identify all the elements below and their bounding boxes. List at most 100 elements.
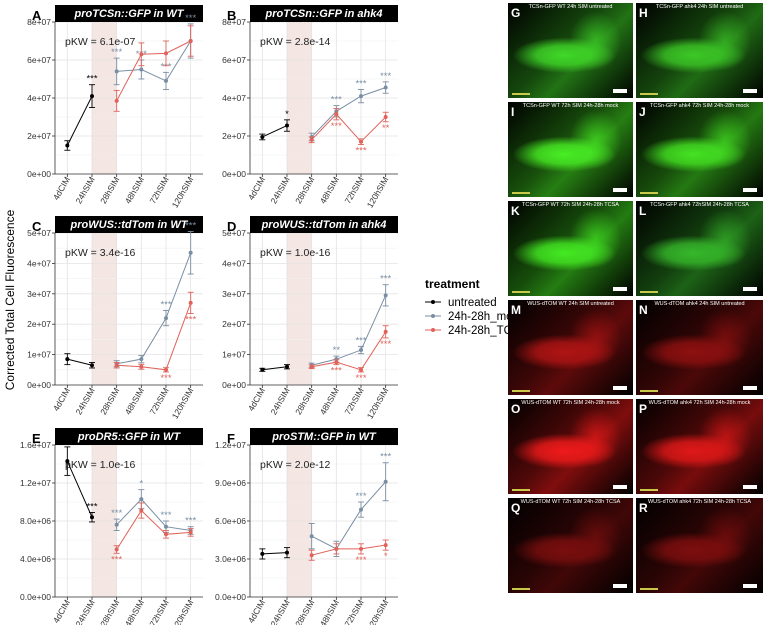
series-line-24h-28h-mock [116, 498, 191, 531]
series-24h-28h-mock: *** *** [113, 220, 197, 368]
significance-label: *** [111, 47, 122, 58]
significance-label: *** [111, 554, 122, 565]
magnification-mark [640, 390, 658, 392]
series-untreated: * [259, 109, 290, 141]
micrograph-letter: L [639, 204, 647, 218]
data-point [114, 69, 119, 74]
data-point [359, 546, 363, 551]
y-tick-label: 6.0e+06 [215, 516, 246, 526]
x-tick-label: 28hSIM [98, 386, 121, 416]
y-tick-label: 4e+07 [27, 258, 51, 268]
y-tick-label: 3.0e+06 [215, 554, 246, 564]
pkw-label: pKW = 6.1e-07 [65, 36, 135, 48]
chart-panel-c: 0e+00 1e+07 2e+07 3e+07 4e+07 5e+07 4dCIM 24hSI… [27, 216, 203, 420]
x-tick-label: 72hSIM [342, 598, 365, 625]
scale-bar [743, 386, 757, 390]
data-point [260, 134, 265, 139]
data-point [164, 51, 168, 56]
scale-bar [743, 584, 757, 588]
magnification-mark [512, 489, 530, 491]
micrograph-p: WUS-dTOM ahk4 72h SIM 24h-28h mock P [636, 399, 763, 494]
data-point [334, 360, 339, 365]
magnification-mark [512, 291, 530, 293]
scale-bar [613, 485, 627, 489]
significance-label: *** [86, 501, 97, 512]
micrograph-letter: N [639, 303, 648, 317]
data-point [139, 508, 144, 513]
x-tick-label: 4dCIM [51, 175, 72, 202]
y-tick-label: 4e+07 [222, 93, 246, 103]
series-untreated: *** [64, 446, 98, 523]
data-point [139, 67, 144, 72]
data-point [139, 357, 144, 362]
y-tick-label: 5e+07 [222, 228, 246, 238]
data-point [383, 85, 388, 90]
panel-letter: E [32, 431, 41, 446]
micrograph-m: WUS-dTOM WT 24h SIM untreated M [508, 300, 633, 395]
series-line-untreated [262, 552, 288, 555]
significance-label: *** [380, 71, 391, 82]
panel-title-strip [55, 428, 203, 445]
pkw-label: pKW = 2.0e-12 [260, 459, 330, 471]
y-tick-label: 4.0e+06 [20, 554, 51, 564]
micrograph-caption: TCSn-GFP ahk4 72hSIM 24h-28h TCSA [650, 202, 749, 208]
x-tick-label: 24hSIM [73, 175, 96, 205]
data-point [65, 143, 70, 148]
chart-panel-f: 0.0e+00 3.0e+06 6.0e+06 9.0e+06 1.2e+07 4dCIM… [215, 428, 398, 625]
significance-label: *** [185, 220, 196, 231]
series-line-untreated [66, 460, 93, 518]
x-tick-label: 4dCIM [246, 386, 267, 413]
significance-label: ** [333, 345, 341, 356]
significance-label: *** [380, 452, 391, 463]
x-tick-label: 120hSIM [170, 175, 196, 209]
y-axis-title: Corrected Total Cell Fluorescence [3, 209, 17, 390]
data-point [188, 39, 193, 43]
series-line-24h-28h-mock [311, 87, 386, 138]
series-line-24h-28h-tcsa [311, 331, 387, 371]
series-24h-28h-tcsa: *** [111, 502, 194, 565]
x-tick-label: 4dCIM [51, 598, 72, 625]
micrograph-letter: I [511, 105, 515, 119]
legend-title: treatment [425, 277, 480, 291]
panel-letter: F [227, 431, 235, 446]
micrograph-o: WUS-dTOM WT 72h SIM 24h-28h mock O [508, 399, 633, 494]
x-tick-label: 28hSIM [293, 598, 316, 625]
y-tick-label: 0.0e+00 [215, 592, 246, 602]
significance-label: *** [355, 146, 366, 157]
data-point [359, 507, 363, 512]
series-untreated [64, 353, 95, 369]
x-tick-label: 120hSIM [170, 386, 196, 420]
significance-label: *** [355, 373, 366, 384]
y-tick-label: 9.0e+06 [215, 478, 246, 488]
significance-label: *** [331, 121, 342, 132]
pkw-label: pKW = 1.0e-16 [260, 247, 330, 259]
data-point [285, 364, 289, 369]
y-tick-label: 8e+07 [27, 17, 51, 27]
series-line-24h-28h-tcsa [311, 113, 387, 143]
data-point [359, 348, 363, 353]
micrograph-caption: WUS-dTOM ahk4 72h SIM 24h-28h mock [648, 400, 751, 406]
x-tick-label: 48hSIM [123, 598, 146, 625]
y-tick-label: 3e+07 [222, 289, 246, 299]
y-tick-label: 0e+00 [27, 169, 51, 179]
y-tick-label: 8e+07 [222, 17, 246, 27]
micrograph-j: TCSn-GFP ahk4 72h SIM 24h-28h mock J [636, 102, 763, 197]
pkw-label: pKW = 2.8e-14 [260, 36, 330, 48]
data-point [309, 364, 314, 369]
panel-title: proTCSn::GFP in ahk4 [265, 8, 383, 20]
legend-entry-tcsa: 24h-28h_TCSA [425, 325, 528, 337]
data-point [285, 123, 289, 128]
panel-letter: D [227, 219, 236, 234]
data-point [139, 497, 144, 502]
y-tick-label: 6e+07 [222, 55, 246, 65]
significance-label: *** [355, 78, 366, 89]
scale-bar [743, 89, 757, 93]
y-tick-label: 2e+07 [27, 319, 51, 329]
data-point [359, 139, 363, 144]
significance-label: ** [382, 123, 390, 134]
x-tick-label: 120hSIM [170, 598, 196, 625]
data-point [188, 250, 193, 255]
panel-title-strip [55, 5, 203, 22]
panel-title: proSTM::GFP in WT [271, 431, 377, 443]
magnification-mark [640, 93, 658, 95]
